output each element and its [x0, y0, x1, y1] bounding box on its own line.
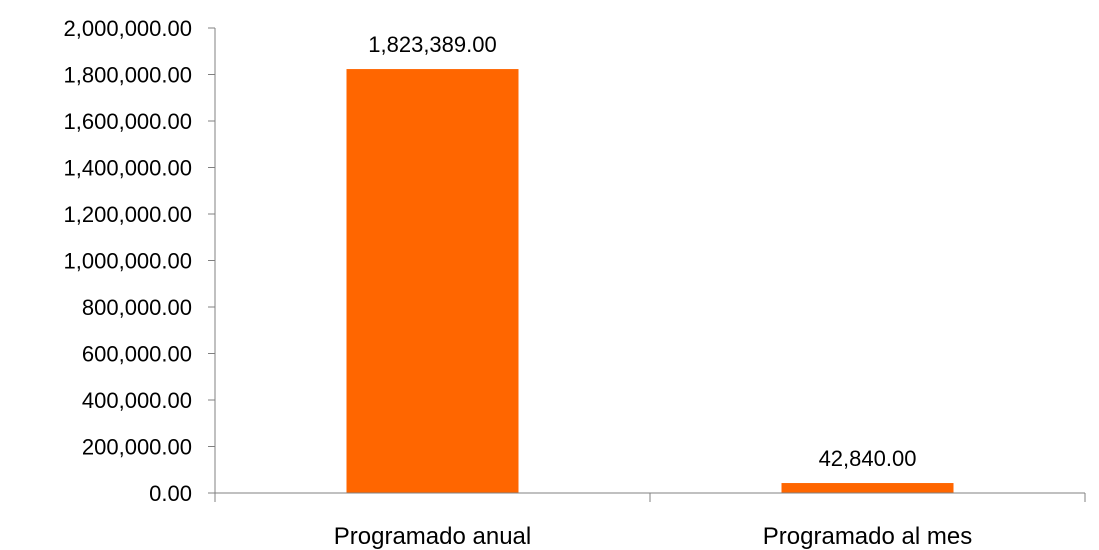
bar — [346, 69, 519, 493]
y-tick-label: 800,000.00 — [82, 295, 192, 320]
y-tick-label: 1,000,000.00 — [64, 249, 192, 274]
data-labels: 1,823,389.00 42,840.00 — [368, 32, 916, 471]
y-tick-label: 1,600,000.00 — [64, 109, 192, 134]
y-tick-label: 0.00 — [149, 481, 192, 506]
y-tick-label: 1,800,000.00 — [64, 63, 192, 88]
y-axis-ticks: 0.00 200,000.00 400,000.00 600,000.00 800,00… — [64, 16, 215, 506]
bar-value-label: 1,823,389.00 — [368, 32, 496, 57]
y-tick-label: 1,400,000.00 — [64, 156, 192, 181]
bar-value-label: 42,840.00 — [819, 446, 917, 471]
y-tick-label: 600,000.00 — [82, 342, 192, 367]
x-category-label: Programado anual — [334, 523, 531, 550]
y-tick-label: 2,000,000.00 — [64, 16, 192, 41]
x-axis-labels: Programado anual Programado al mes — [334, 523, 972, 550]
bar — [781, 483, 954, 493]
y-tick-label: 200,000.00 — [82, 435, 192, 460]
y-tick-label: 400,000.00 — [82, 388, 192, 413]
axes — [214, 28, 1086, 502]
y-tick-label: 1,200,000.00 — [64, 202, 192, 227]
bars — [346, 69, 954, 493]
x-category-label: Programado al mes — [763, 523, 972, 550]
